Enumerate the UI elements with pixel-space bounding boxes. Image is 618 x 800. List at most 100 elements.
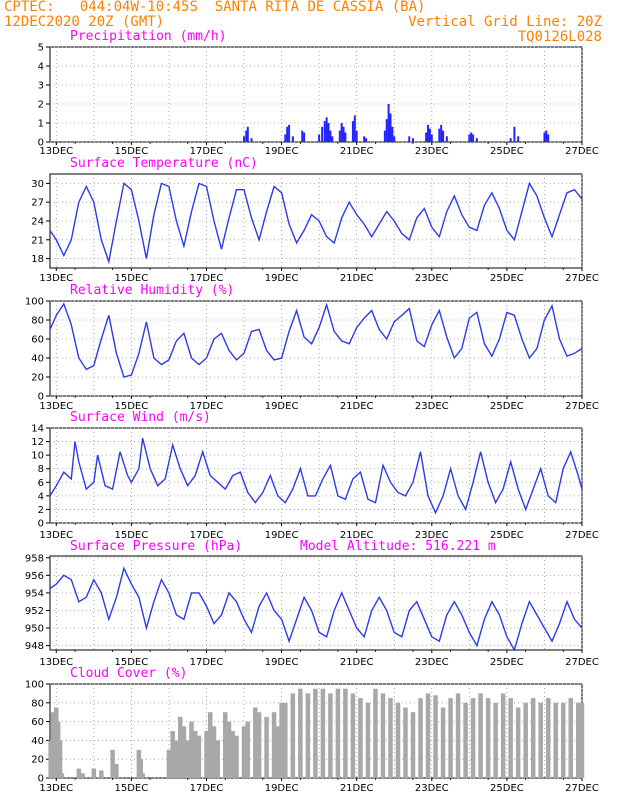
- cloud-bar: [388, 698, 393, 778]
- cloud-bar: [470, 698, 476, 778]
- pressure-xtick-label: 17DEC: [190, 657, 224, 668]
- temp-xtick-label: 13DEC: [39, 273, 73, 284]
- temp-ytick-label: 18: [31, 254, 44, 265]
- temp-xtick-label: 25DEC: [490, 273, 524, 284]
- cloud-xtick-label: 27DEC: [565, 783, 599, 794]
- cloud-title: Cloud Cover (%): [70, 666, 188, 681]
- header-line1: CPTEC: 044:04W-10:45S SANTA RITA DE CASS…: [4, 0, 425, 15]
- cloud-bar: [50, 712, 55, 778]
- temp-xtick-label: 21DEC: [340, 273, 374, 284]
- cloud-bar: [538, 702, 543, 778]
- cloud-bar: [189, 721, 194, 778]
- precip-bar: [438, 128, 441, 142]
- cloud-bar: [110, 749, 115, 778]
- wind-ytick-label: 10: [31, 451, 44, 462]
- temp-xtick-label: 17DEC: [190, 273, 224, 284]
- precip-bar: [288, 124, 291, 142]
- precip-bar: [245, 130, 248, 142]
- cloud-bar: [545, 698, 551, 778]
- cloud-xtick-label: 13DEC: [39, 783, 73, 794]
- precip-bar: [284, 134, 287, 142]
- cloud-bar: [508, 698, 513, 778]
- cloud-bar: [264, 716, 269, 778]
- temp-xtick-label: 23DEC: [415, 273, 449, 284]
- cloud-xtick-label: 25DEC: [490, 783, 524, 794]
- cloud-bar: [59, 773, 65, 778]
- wind-ytick-label: 2: [38, 505, 44, 516]
- pressure-altitude: Model Altitude: 516.221 m: [300, 539, 496, 554]
- precip-bar: [472, 134, 475, 142]
- cloud-bar: [523, 702, 528, 778]
- precip-bar: [475, 138, 478, 142]
- precip-xtick-label: 21DEC: [340, 146, 374, 157]
- cloud-bar: [335, 688, 341, 778]
- precip-bar: [445, 136, 448, 142]
- cloud-bar: [181, 726, 187, 778]
- precip-bar: [513, 126, 516, 142]
- wind-ytick-label: 14: [31, 424, 44, 435]
- wind-ytick-label: 12: [31, 437, 44, 448]
- wind-ytick-label: 4: [38, 491, 44, 502]
- pressure-ytick-label: 950: [25, 624, 44, 635]
- pressure-xtick-label: 19DEC: [265, 657, 299, 668]
- precip-bar: [509, 138, 512, 142]
- cloud-bar: [530, 698, 536, 778]
- pressure-xtick-label: 25DEC: [490, 657, 524, 668]
- precip-ytick-label: 1: [38, 119, 44, 130]
- wind-xtick-label: 15DEC: [115, 530, 149, 541]
- wind-ytick-label: 8: [38, 464, 44, 475]
- precip-xtick-label: 25DEC: [490, 146, 524, 157]
- temp-xtick-label: 27DEC: [565, 273, 599, 284]
- temp-series-line: [49, 181, 583, 265]
- cloud-bar: [305, 693, 311, 778]
- cloud-bar: [166, 749, 172, 778]
- cloud-bar: [138, 759, 144, 778]
- cloud-ytick-label: 0: [38, 774, 44, 785]
- cloud-bar: [313, 688, 318, 778]
- rh-ytick-label: 20: [31, 373, 44, 384]
- wind-title: Surface Wind (m/s): [70, 410, 211, 425]
- precip-xtick-label: 23DEC: [415, 146, 449, 157]
- temp-ytick-label: 27: [31, 198, 44, 209]
- cloud-bar: [99, 770, 104, 778]
- header-model: TQ0126L028: [517, 29, 602, 45]
- cloud-bar: [275, 726, 281, 778]
- cloud-bar: [91, 768, 97, 778]
- precip-bar: [391, 126, 394, 142]
- rh-xtick-label: 23DEC: [415, 401, 449, 412]
- wind-xtick-label: 21DEC: [340, 530, 374, 541]
- rh-title: Relative Humidity (%): [70, 283, 235, 298]
- cloud-bar: [204, 731, 209, 778]
- cloud-ytick-label: 20: [31, 755, 44, 766]
- precip-bar: [428, 128, 431, 142]
- precip-bar: [393, 136, 396, 142]
- rh-xtick-label: 27DEC: [565, 401, 599, 412]
- cloud-xtick-label: 23DEC: [415, 783, 449, 794]
- precip-bar: [338, 130, 341, 142]
- cloud-bar: [455, 693, 461, 778]
- wind-ytick-label: 6: [38, 478, 44, 489]
- pressure-xtick-label: 13DEC: [39, 657, 73, 668]
- temp-ytick-label: 21: [31, 235, 44, 246]
- precip-bar: [353, 115, 356, 142]
- cloud-bar: [234, 735, 239, 778]
- precip-ytick-label: 0: [38, 138, 44, 149]
- cloud-bar: [410, 712, 416, 778]
- cloud-bar: [215, 740, 220, 778]
- precip-xtick-label: 15DEC: [115, 146, 149, 157]
- cloud-bar: [245, 721, 251, 778]
- cloud-bar: [140, 773, 145, 778]
- cloud-bar: [192, 731, 198, 778]
- precip-bar: [318, 134, 321, 142]
- temp-ytick-label: 30: [31, 179, 44, 190]
- cloud-bar: [560, 702, 566, 778]
- pressure-ytick-label: 956: [25, 571, 44, 582]
- precip-bar: [321, 126, 324, 142]
- precip-bar: [327, 123, 330, 142]
- rh-xtick-label: 25DEC: [490, 401, 524, 412]
- precip-bar: [427, 124, 430, 142]
- cloud-bar: [223, 712, 228, 778]
- cloud-bar: [196, 735, 202, 778]
- pressure-xtick-label: 21DEC: [340, 657, 374, 668]
